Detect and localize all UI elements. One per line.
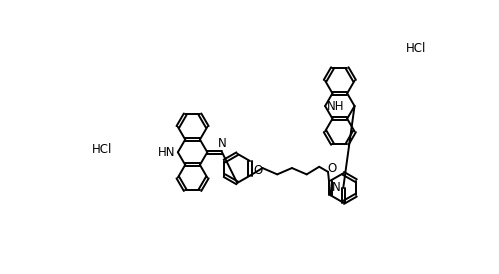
Text: N: N (218, 137, 227, 150)
Text: HCl: HCl (406, 42, 426, 55)
Text: N: N (332, 181, 341, 195)
Text: O: O (328, 162, 337, 175)
Text: HN: HN (158, 146, 176, 159)
Text: NH: NH (327, 99, 344, 113)
Text: O: O (253, 164, 262, 177)
Text: HCl: HCl (92, 143, 112, 156)
